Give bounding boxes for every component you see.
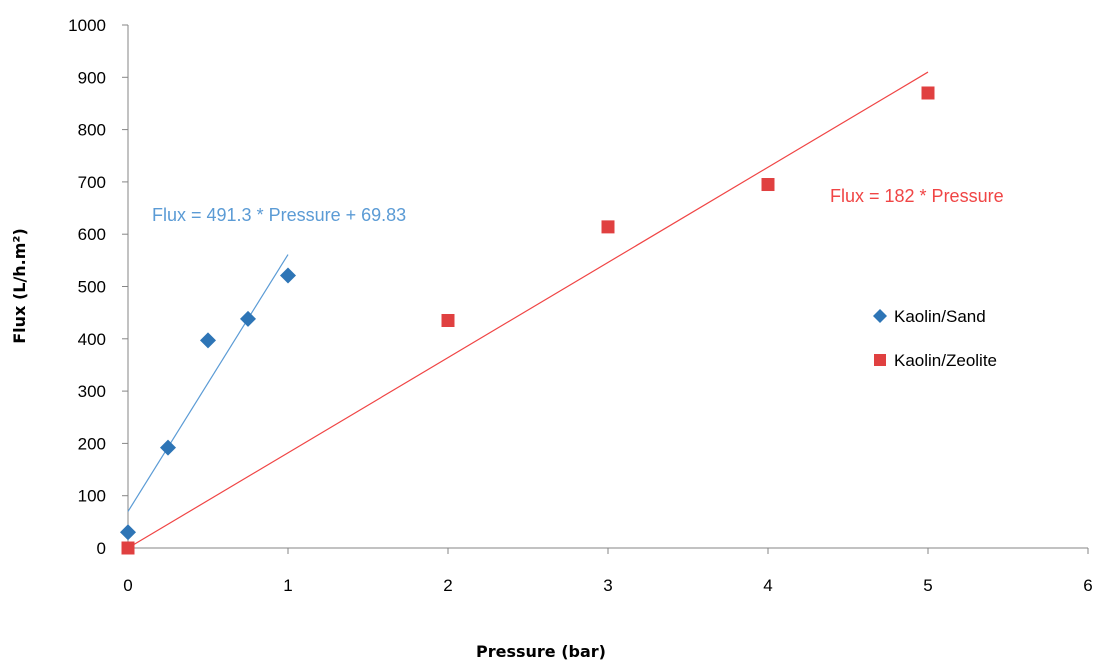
legend-label-1: Kaolin/Sand	[894, 307, 986, 326]
x-tick-label: 3	[603, 576, 612, 595]
y-tick-label: 500	[78, 278, 106, 297]
y-tick-label: 400	[78, 330, 106, 349]
x-tick-label: 0	[123, 576, 132, 595]
trendline-equation-2: Flux = 182 * Pressure	[830, 186, 1004, 206]
data-point-kaolin-sand	[240, 310, 256, 327]
x-tick-label: 1	[283, 576, 292, 595]
data-point-kaolin-zeolite	[761, 178, 775, 192]
data-point-kaolin-zeolite	[921, 86, 935, 100]
annotations: Flux = 491.3 * Pressure + 69.83 Kaolin/Sa…	[152, 186, 1004, 370]
data-point-kaolin-sand	[120, 524, 136, 541]
data-point-kaolin-zeolite	[601, 220, 615, 234]
x-axis-title: Pressure (bar)	[476, 642, 606, 661]
y-tick-label: 700	[78, 173, 106, 192]
x-tick-label: 4	[763, 576, 772, 595]
trendline-2	[127, 71, 929, 549]
data-point-kaolin-zeolite	[441, 313, 455, 327]
y-tick-label: 1000	[68, 16, 106, 35]
data-point-kaolin-sand	[160, 439, 176, 456]
legend-label-2: Kaolin/Zeolite	[894, 351, 997, 370]
y-tick-label: 300	[78, 382, 106, 401]
y-axis-title: Flux (L/h.m²)	[10, 228, 29, 344]
x-tick-label: 5	[923, 576, 932, 595]
trendline-equation-1: Flux = 491.3 * Pressure + 69.83	[152, 205, 406, 225]
y-tick-label: 200	[78, 434, 106, 453]
y-tick-label: 900	[78, 68, 106, 87]
x-tick-label: 6	[1083, 576, 1092, 595]
data-point-kaolin-sand	[280, 267, 296, 284]
y-tick-label: 600	[78, 225, 106, 244]
data-point-kaolin-zeolite	[121, 541, 135, 555]
legend-marker-kaolin-sand	[873, 309, 887, 323]
trendline-1	[127, 254, 289, 512]
trendlines	[127, 71, 929, 549]
y-tick-label: 0	[97, 539, 106, 558]
x-tick-label: 2	[443, 576, 452, 595]
y-tick-label: 800	[78, 121, 106, 140]
axes: 0 100 200 300 400 500 600 700 800 900 1000 0 1 2 3 4 5 6	[68, 16, 1093, 595]
legend-marker-kaolin-zeolite	[874, 354, 886, 366]
data-point-kaolin-sand	[200, 332, 216, 349]
data-points	[120, 86, 935, 555]
y-tick-label: 100	[78, 487, 106, 506]
